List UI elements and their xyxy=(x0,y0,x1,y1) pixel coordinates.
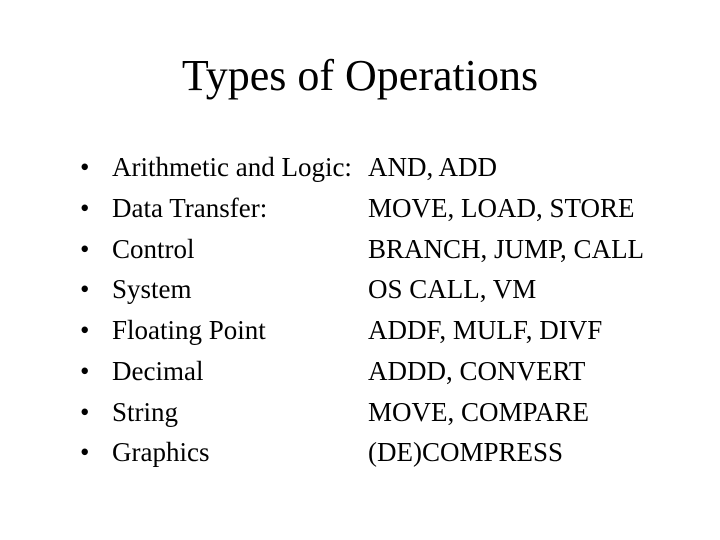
list-item: • System OS CALL, VM xyxy=(80,273,660,307)
op-examples: BRANCH, JUMP, CALL xyxy=(368,233,660,267)
slide-title: Types of Operations xyxy=(60,50,660,101)
bullet-icon: • xyxy=(80,233,112,267)
list-item: • String MOVE, COMPARE xyxy=(80,396,660,430)
bullet-icon: • xyxy=(80,151,112,185)
list-item: • Arithmetic and Logic: AND, ADD xyxy=(80,151,660,185)
bullet-icon: • xyxy=(80,396,112,430)
bullet-icon: • xyxy=(80,355,112,389)
op-type-label: Decimal xyxy=(112,355,368,389)
list-item: • Data Transfer: MOVE, LOAD, STORE xyxy=(80,192,660,226)
op-type-label: Data Transfer: xyxy=(112,192,368,226)
op-examples: MOVE, LOAD, STORE xyxy=(368,192,660,226)
op-examples: MOVE, COMPARE xyxy=(368,396,660,430)
bullet-icon: • xyxy=(80,192,112,226)
list-item: • Decimal ADDD, CONVERT xyxy=(80,355,660,389)
list-item: • Control BRANCH, JUMP, CALL xyxy=(80,233,660,267)
bullet-icon: • xyxy=(80,314,112,348)
bullet-list: • Arithmetic and Logic: AND, ADD • Data … xyxy=(80,151,660,470)
op-type-label: System xyxy=(112,273,368,307)
op-examples: AND, ADD xyxy=(368,151,660,185)
slide: Types of Operations • Arithmetic and Log… xyxy=(0,0,720,540)
op-examples: ADDF, MULF, DIVF xyxy=(368,314,660,348)
op-type-label: Control xyxy=(112,233,368,267)
op-type-label: Arithmetic and Logic: xyxy=(112,151,368,185)
op-examples: OS CALL, VM xyxy=(368,273,660,307)
op-examples: (DE)COMPRESS xyxy=(368,436,660,470)
list-item: • Graphics (DE)COMPRESS xyxy=(80,436,660,470)
op-type-label: Floating Point xyxy=(112,314,368,348)
bullet-icon: • xyxy=(80,273,112,307)
op-type-label: Graphics xyxy=(112,436,368,470)
bullet-icon: • xyxy=(80,436,112,470)
op-type-label: String xyxy=(112,396,368,430)
list-item: • Floating Point ADDF, MULF, DIVF xyxy=(80,314,660,348)
op-examples: ADDD, CONVERT xyxy=(368,355,660,389)
